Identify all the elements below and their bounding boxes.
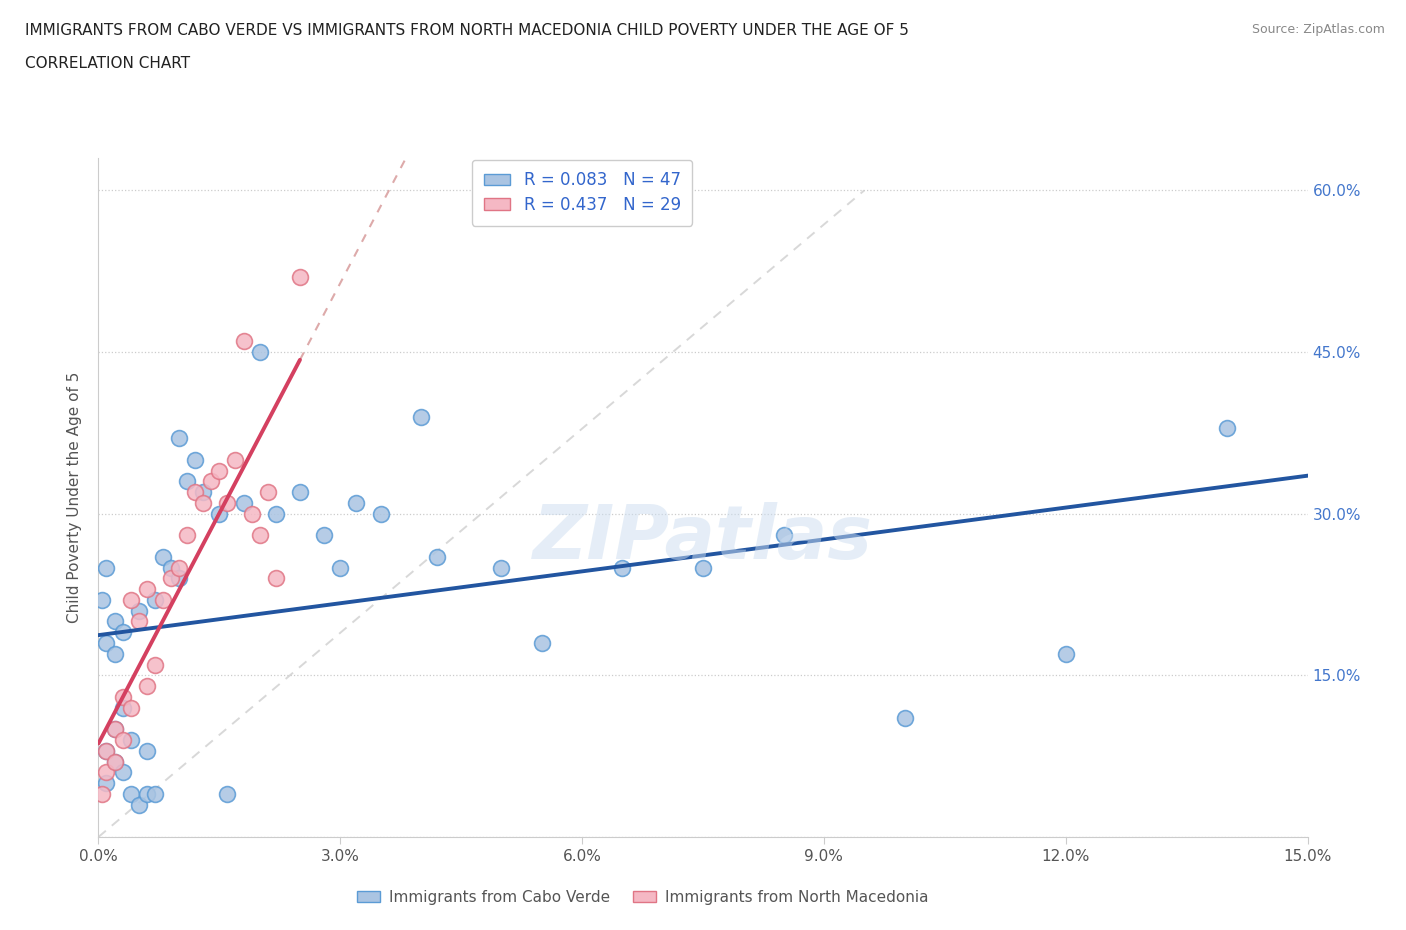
Point [96, 743, 118, 758]
Point [409, 409, 432, 424]
Point [692, 560, 714, 575]
Point [167, 431, 190, 445]
Text: CORRELATION CHART: CORRELATION CHART [25, 56, 190, 71]
Point [217, 496, 239, 511]
Point [143, 592, 166, 607]
Point [111, 625, 134, 640]
Point [103, 722, 125, 737]
Point [135, 743, 157, 758]
Point [200, 474, 222, 489]
Point [370, 506, 392, 521]
Point [184, 452, 207, 467]
Point [329, 560, 352, 575]
Point [120, 787, 142, 802]
Point [160, 571, 183, 586]
Point [111, 733, 134, 748]
Point [128, 604, 150, 618]
Point [249, 528, 271, 543]
Point [96, 743, 118, 758]
Point [224, 452, 246, 467]
Point [111, 700, 134, 715]
Point [208, 463, 231, 478]
Point [120, 700, 142, 715]
Point [176, 474, 198, 489]
Point [152, 592, 174, 607]
Point [167, 560, 190, 575]
Point [193, 496, 215, 511]
Y-axis label: Child Poverty Under the Age of 5: Child Poverty Under the Age of 5 [67, 372, 83, 623]
Point [91, 787, 114, 802]
Point [288, 269, 311, 284]
Point [103, 614, 125, 629]
Point [160, 560, 183, 575]
Point [491, 560, 513, 575]
Point [1054, 646, 1077, 661]
Text: IMMIGRANTS FROM CABO VERDE VS IMMIGRANTS FROM NORTH MACEDONIA CHILD POVERTY UNDE: IMMIGRANTS FROM CABO VERDE VS IMMIGRANTS… [25, 23, 910, 38]
Point [96, 764, 118, 779]
Point [240, 506, 263, 521]
Point [167, 571, 190, 586]
Point [111, 689, 134, 704]
Point [314, 528, 336, 543]
Point [288, 485, 311, 499]
Point [176, 528, 198, 543]
Point [530, 635, 553, 650]
Point [91, 592, 114, 607]
Point [232, 334, 254, 349]
Point [612, 560, 634, 575]
Point [103, 754, 125, 769]
Point [103, 722, 125, 737]
Point [135, 679, 157, 694]
Point [193, 485, 215, 499]
Point [208, 506, 231, 521]
Point [135, 581, 157, 596]
Text: Source: ZipAtlas.com: Source: ZipAtlas.com [1251, 23, 1385, 36]
Point [184, 485, 207, 499]
Point [893, 711, 915, 726]
Point [426, 550, 449, 565]
Point [143, 787, 166, 802]
Text: ZIPatlas: ZIPatlas [533, 502, 873, 575]
Point [1216, 420, 1239, 435]
Point [217, 787, 239, 802]
Point [103, 646, 125, 661]
Point [264, 506, 287, 521]
Point [772, 528, 794, 543]
Point [135, 787, 157, 802]
Point [152, 550, 174, 565]
Point [120, 592, 142, 607]
Point [96, 635, 118, 650]
Point [103, 754, 125, 769]
Point [96, 776, 118, 790]
Point [344, 496, 367, 511]
Point [96, 560, 118, 575]
Point [264, 571, 287, 586]
Point [111, 764, 134, 779]
Point [143, 658, 166, 672]
Point [128, 614, 150, 629]
Point [249, 345, 271, 360]
Legend: Immigrants from Cabo Verde, Immigrants from North Macedonia: Immigrants from Cabo Verde, Immigrants f… [350, 884, 935, 910]
Point [256, 485, 278, 499]
Point [128, 797, 150, 812]
Point [120, 733, 142, 748]
Point [232, 496, 254, 511]
